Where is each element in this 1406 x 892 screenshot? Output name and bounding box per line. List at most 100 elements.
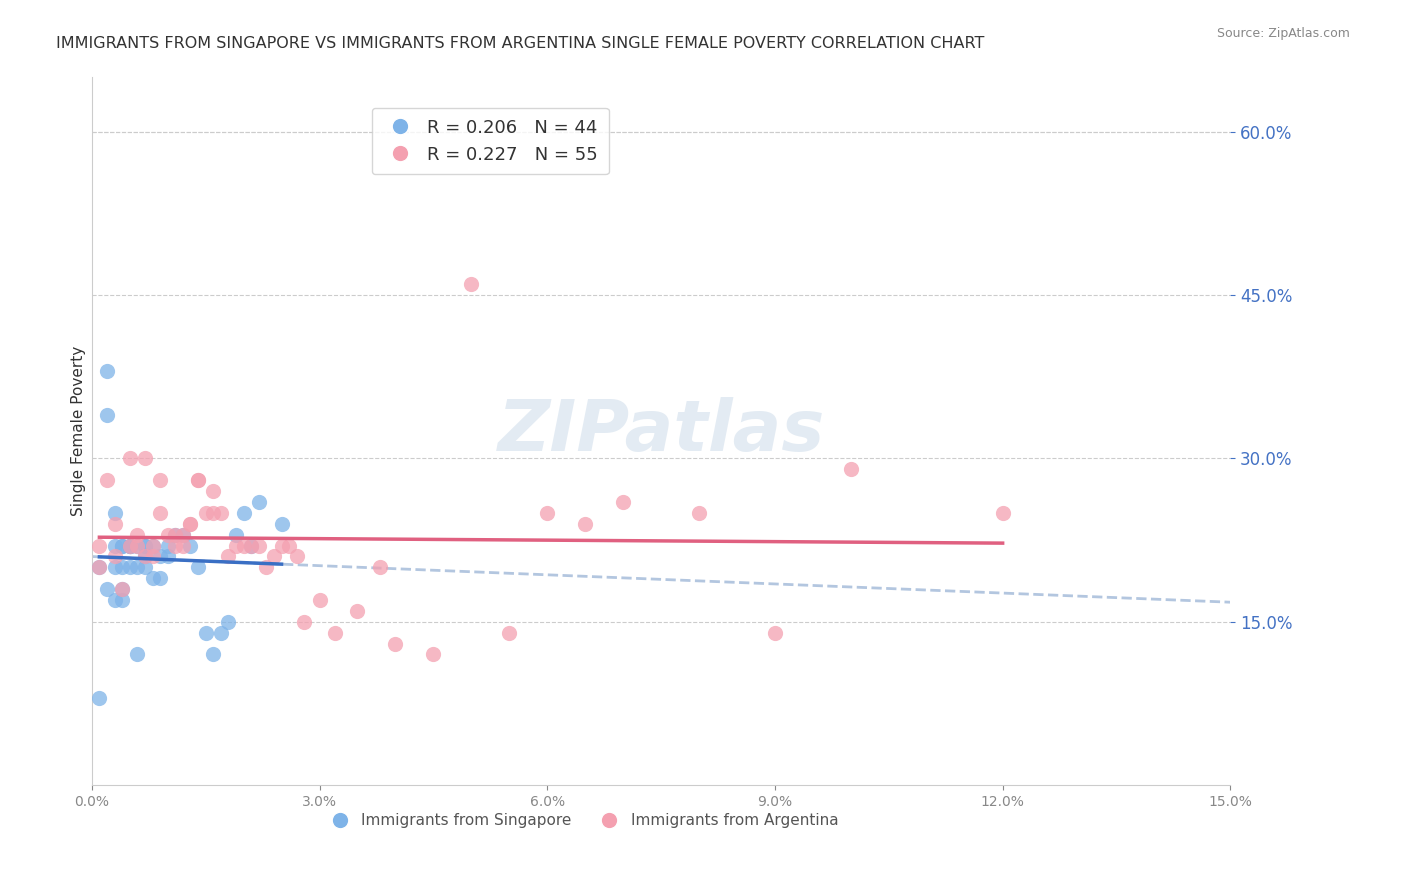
- Point: [118, 539, 141, 553]
- Point: [96, 473, 118, 487]
- Point: [422, 648, 444, 662]
- Point: [111, 560, 134, 574]
- Point: [202, 506, 225, 520]
- Point: [96, 582, 118, 596]
- Point: [103, 539, 125, 553]
- Point: [118, 560, 141, 574]
- Point: [134, 539, 156, 553]
- Point: [209, 506, 232, 520]
- Point: [179, 539, 201, 553]
- Point: [111, 582, 134, 596]
- Point: [346, 604, 368, 618]
- Point: [991, 506, 1014, 520]
- Point: [103, 516, 125, 531]
- Point: [134, 549, 156, 564]
- Point: [141, 549, 163, 564]
- Point: [247, 539, 270, 553]
- Point: [179, 516, 201, 531]
- Point: [232, 506, 254, 520]
- Point: [118, 539, 141, 553]
- Point: [127, 648, 149, 662]
- Point: [111, 582, 134, 596]
- Point: [89, 560, 111, 574]
- Point: [225, 539, 247, 553]
- Point: [111, 539, 134, 553]
- Point: [194, 506, 217, 520]
- Point: [232, 539, 254, 553]
- Point: [270, 516, 292, 531]
- Point: [172, 527, 194, 541]
- Point: [384, 636, 406, 650]
- Point: [270, 539, 292, 553]
- Point: [179, 516, 201, 531]
- Point: [536, 506, 558, 520]
- Point: [111, 593, 134, 607]
- Point: [111, 539, 134, 553]
- Point: [141, 539, 163, 553]
- Point: [460, 277, 482, 292]
- Point: [127, 539, 149, 553]
- Point: [118, 451, 141, 466]
- Point: [127, 539, 149, 553]
- Point: [498, 625, 520, 640]
- Point: [187, 473, 209, 487]
- Point: [254, 560, 277, 574]
- Point: [118, 539, 141, 553]
- Point: [165, 527, 187, 541]
- Point: [149, 571, 172, 585]
- Text: Source: ZipAtlas.com: Source: ZipAtlas.com: [1216, 27, 1350, 40]
- Point: [278, 539, 301, 553]
- Point: [89, 691, 111, 706]
- Point: [165, 539, 187, 553]
- Point: [368, 560, 391, 574]
- Point: [127, 560, 149, 574]
- Point: [156, 527, 179, 541]
- Point: [202, 484, 225, 499]
- Point: [103, 593, 125, 607]
- Point: [187, 560, 209, 574]
- Point: [209, 625, 232, 640]
- Point: [149, 549, 172, 564]
- Point: [763, 625, 786, 640]
- Point: [292, 615, 315, 629]
- Point: [141, 571, 163, 585]
- Point: [89, 560, 111, 574]
- Point: [103, 506, 125, 520]
- Point: [217, 615, 239, 629]
- Point: [156, 549, 179, 564]
- Point: [172, 539, 194, 553]
- Point: [308, 593, 330, 607]
- Point: [118, 539, 141, 553]
- Point: [149, 506, 172, 520]
- Point: [574, 516, 596, 531]
- Point: [134, 549, 156, 564]
- Point: [839, 462, 862, 476]
- Point: [202, 648, 225, 662]
- Point: [172, 527, 194, 541]
- Point: [612, 495, 634, 509]
- Point: [285, 549, 308, 564]
- Point: [323, 625, 346, 640]
- Point: [156, 539, 179, 553]
- Point: [187, 473, 209, 487]
- Point: [103, 560, 125, 574]
- Point: [240, 539, 263, 553]
- Point: [240, 539, 263, 553]
- Point: [165, 527, 187, 541]
- Point: [134, 539, 156, 553]
- Text: ZIPatlas: ZIPatlas: [498, 397, 825, 466]
- Point: [688, 506, 710, 520]
- Point: [103, 549, 125, 564]
- Y-axis label: Single Female Poverty: Single Female Poverty: [72, 346, 86, 516]
- Point: [263, 549, 285, 564]
- Point: [134, 451, 156, 466]
- Text: IMMIGRANTS FROM SINGAPORE VS IMMIGRANTS FROM ARGENTINA SINGLE FEMALE POVERTY COR: IMMIGRANTS FROM SINGAPORE VS IMMIGRANTS …: [56, 36, 984, 51]
- Point: [149, 473, 172, 487]
- Point: [194, 625, 217, 640]
- Point: [134, 560, 156, 574]
- Point: [217, 549, 239, 564]
- Point: [141, 539, 163, 553]
- Point: [127, 527, 149, 541]
- Point: [225, 527, 247, 541]
- Point: [89, 539, 111, 553]
